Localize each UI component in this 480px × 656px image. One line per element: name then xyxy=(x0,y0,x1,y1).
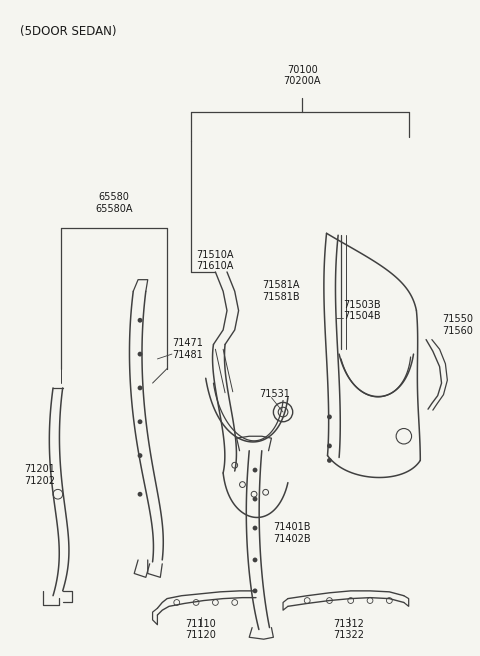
Text: 65580
65580A: 65580 65580A xyxy=(95,192,132,214)
Text: 71550
71560: 71550 71560 xyxy=(443,314,473,336)
Text: 71312
71322: 71312 71322 xyxy=(333,619,364,640)
Text: 71510A
71610A: 71510A 71610A xyxy=(196,249,234,271)
Text: 71503B
71504B: 71503B 71504B xyxy=(343,300,381,321)
Text: 71201
71202: 71201 71202 xyxy=(24,464,55,485)
Text: 71401B
71402B: 71401B 71402B xyxy=(274,522,311,544)
Circle shape xyxy=(138,352,143,356)
Circle shape xyxy=(252,497,257,501)
Circle shape xyxy=(252,588,257,593)
Circle shape xyxy=(138,419,143,424)
Text: 70100
70200A: 70100 70200A xyxy=(284,65,321,87)
Text: (5DOOR SEDAN): (5DOOR SEDAN) xyxy=(20,24,117,37)
Circle shape xyxy=(252,558,257,562)
Circle shape xyxy=(138,386,143,390)
Circle shape xyxy=(252,525,257,531)
Text: 71531: 71531 xyxy=(259,389,290,399)
Circle shape xyxy=(138,318,143,323)
Circle shape xyxy=(327,458,332,463)
Circle shape xyxy=(327,443,332,448)
Circle shape xyxy=(252,468,257,472)
Text: 71471
71481: 71471 71481 xyxy=(172,338,203,360)
Circle shape xyxy=(138,453,143,458)
Text: 71581A
71581B: 71581A 71581B xyxy=(262,281,300,302)
Circle shape xyxy=(327,415,332,419)
Circle shape xyxy=(138,492,143,497)
Text: 71110
71120: 71110 71120 xyxy=(185,619,216,640)
